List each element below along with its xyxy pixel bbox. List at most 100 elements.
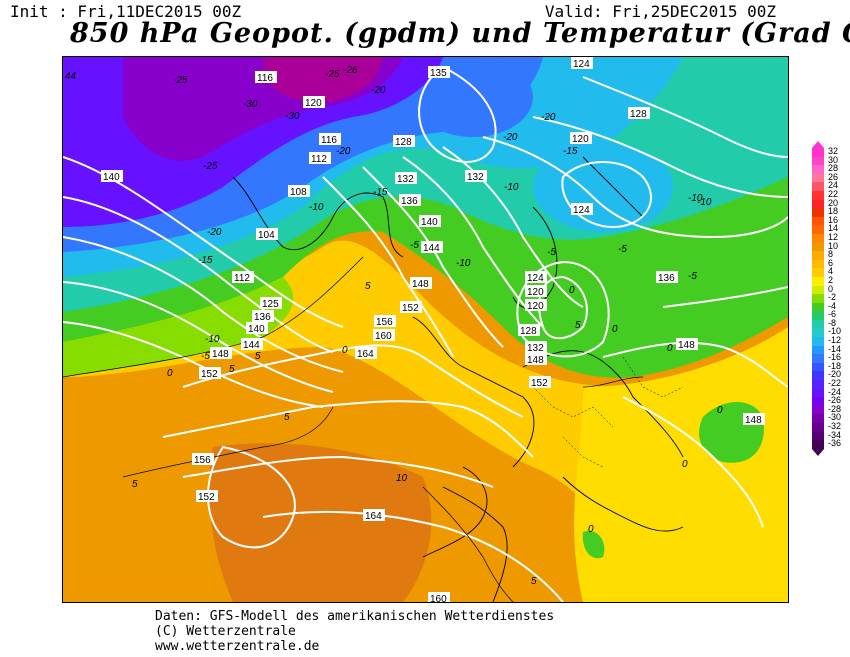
legend-level: 22 (812, 189, 850, 200)
legend-level: -14 (812, 344, 850, 355)
website-link[interactable]: www.wetterzentrale.de (155, 639, 320, 654)
legend-level: -8 (812, 317, 850, 329)
legend-level: -32 (812, 421, 850, 432)
legend-swatch (812, 354, 824, 363)
geopot-label: 140 (419, 215, 441, 228)
legend-label: -36 (828, 438, 842, 449)
legend-level: -26 (812, 395, 850, 406)
legend-swatch (812, 405, 824, 415)
svg-text:152: 152 (531, 378, 548, 389)
legend-level: -12 (812, 335, 850, 346)
legend-level: 12 (812, 232, 850, 243)
temp-label: -30 (285, 111, 300, 122)
legend-level: 24 (812, 180, 850, 191)
legend-label: -22 (828, 378, 842, 389)
init-time: Init : Fri,11DEC2015 00Z (10, 2, 242, 21)
temp-label: -5 (410, 240, 419, 251)
legend-swatch (812, 225, 824, 234)
legend-label: -20 (828, 369, 842, 380)
geopot-label: 144 (421, 241, 443, 254)
legend-label: 16 (828, 214, 839, 225)
legend-level: -4 (812, 301, 850, 312)
temp-label: -20 (371, 85, 386, 96)
legend-label: -8 (828, 317, 837, 328)
geopot-label: 136 (252, 310, 274, 323)
temp-label: -25 (173, 75, 188, 86)
geopot-label: 124 (525, 271, 547, 284)
legend-level: -22 (812, 378, 850, 389)
legend-swatch (812, 148, 824, 157)
geopot-label: 116 (255, 71, 277, 84)
legend-swatch (812, 199, 824, 209)
temp-label: 10 (396, 473, 408, 484)
temp-label: 0 (342, 345, 348, 356)
temperature-labels: -25 -30 -26 -20 -25 -30 -20 -15 -20 -25 … (65, 65, 723, 587)
temp-label: -5 (618, 244, 627, 255)
legend-level: 26 (812, 172, 850, 183)
temp-label: -10 (697, 197, 712, 208)
temp-label: 5 (365, 281, 371, 292)
temp-field-lightgreen (63, 277, 294, 377)
svg-text:108: 108 (290, 187, 307, 198)
legend-label: 6 (828, 257, 834, 268)
legend-level: 32 (812, 146, 850, 157)
temp-field-warm-core (209, 443, 432, 602)
geopot-label: 124 (571, 203, 593, 216)
legend-swatch (812, 242, 824, 252)
legend-swatch (812, 259, 824, 269)
geopot-label: 104 (256, 228, 278, 241)
legend-swatch (812, 319, 824, 329)
svg-text:140: 140 (248, 324, 265, 335)
data-source-text: Daten: GFS-Modell des amerikanischen Wet… (155, 609, 555, 624)
legend-swatch (812, 328, 824, 338)
temp-label: -26 (343, 65, 358, 76)
legend-label: 24 (828, 180, 839, 191)
legend-swatch (812, 268, 824, 277)
geopot-label: 148 (676, 338, 698, 351)
geopot-label: 120 (525, 285, 547, 298)
svg-text:164: 164 (365, 511, 382, 522)
svg-text:124: 124 (527, 273, 544, 284)
svg-text:116: 116 (321, 135, 337, 146)
legend-swatch (812, 431, 824, 441)
legend-level: 6 (812, 257, 850, 269)
geopot-label: 132 (465, 170, 487, 183)
legend-swatch (812, 233, 824, 243)
geopot-label: 132 (395, 172, 417, 185)
geopot-label: 164 (363, 509, 385, 522)
legend-label: -10 (828, 326, 842, 337)
legend-level: 8 (812, 249, 850, 260)
geopot-label: 112 (232, 271, 254, 284)
legend-swatch (812, 165, 824, 174)
geopot-label: 132 (525, 341, 547, 354)
svg-text:120: 120 (527, 301, 544, 312)
legend-label: -34 (828, 429, 842, 440)
legend-swatch (812, 397, 824, 406)
legend-swatch (812, 380, 824, 389)
svg-text:128: 128 (520, 326, 537, 337)
geopot-label: 116 (319, 133, 341, 146)
temp-label: -5 (547, 247, 556, 258)
legend-bottom-arrow (812, 448, 824, 456)
legend-level: 30 (812, 155, 850, 166)
svg-text:112: 112 (311, 154, 327, 165)
temp-label: -20 (541, 112, 556, 123)
legend-label: 10 (828, 240, 839, 251)
legend-swatch (812, 440, 824, 449)
temp-label: 5 (284, 412, 290, 423)
svg-text:135: 135 (430, 68, 447, 79)
geopot-label: 120 (570, 132, 592, 145)
temp-label: 5 (255, 351, 261, 362)
svg-text:156: 156 (376, 317, 393, 328)
legend-swatch (812, 216, 824, 226)
temp-label: -15 (373, 187, 388, 198)
legend-swatch (812, 371, 824, 381)
legend-label: 2 (828, 274, 834, 285)
legend-level: -16 (812, 352, 850, 363)
geopot-label: 148 (743, 413, 765, 426)
legend-level: -20 (812, 369, 850, 381)
svg-text:152: 152 (201, 369, 218, 380)
temp-label: 0 (569, 285, 575, 296)
temp-label: 0 (717, 405, 723, 416)
legend-swatch (812, 156, 824, 166)
